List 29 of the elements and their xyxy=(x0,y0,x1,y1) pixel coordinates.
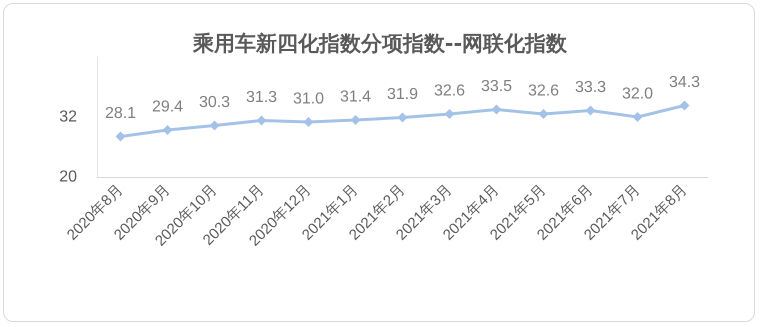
point xyxy=(586,106,596,116)
point xyxy=(350,115,360,125)
point xyxy=(162,125,172,135)
point xyxy=(116,132,126,142)
text: 28.1 xyxy=(104,105,136,122)
text: 31.4 xyxy=(340,88,372,106)
point xyxy=(492,104,502,114)
point xyxy=(680,100,690,110)
text: 31.3 xyxy=(246,89,278,106)
point xyxy=(538,109,548,119)
text: 34.3 xyxy=(668,74,700,91)
point xyxy=(210,120,220,130)
text: 31.0 xyxy=(292,90,324,108)
y-tick-label: 32 xyxy=(59,108,78,126)
point xyxy=(444,109,454,119)
text: 31.9 xyxy=(386,86,418,103)
text: 32.6 xyxy=(528,82,560,100)
point xyxy=(256,116,266,126)
chart-title: 乘用车新四化指数分项指数--网联化指数 xyxy=(192,32,568,56)
text: 32.6 xyxy=(434,82,466,100)
text: 32.0 xyxy=(622,86,654,102)
text: 29.4 xyxy=(152,98,184,116)
text: 33.3 xyxy=(574,79,606,96)
text: 33.5 xyxy=(480,78,512,95)
point xyxy=(398,112,408,122)
y-tick-label: 20 xyxy=(59,168,78,186)
point xyxy=(632,112,642,122)
point xyxy=(304,117,314,127)
text: 30.3 xyxy=(198,94,230,111)
